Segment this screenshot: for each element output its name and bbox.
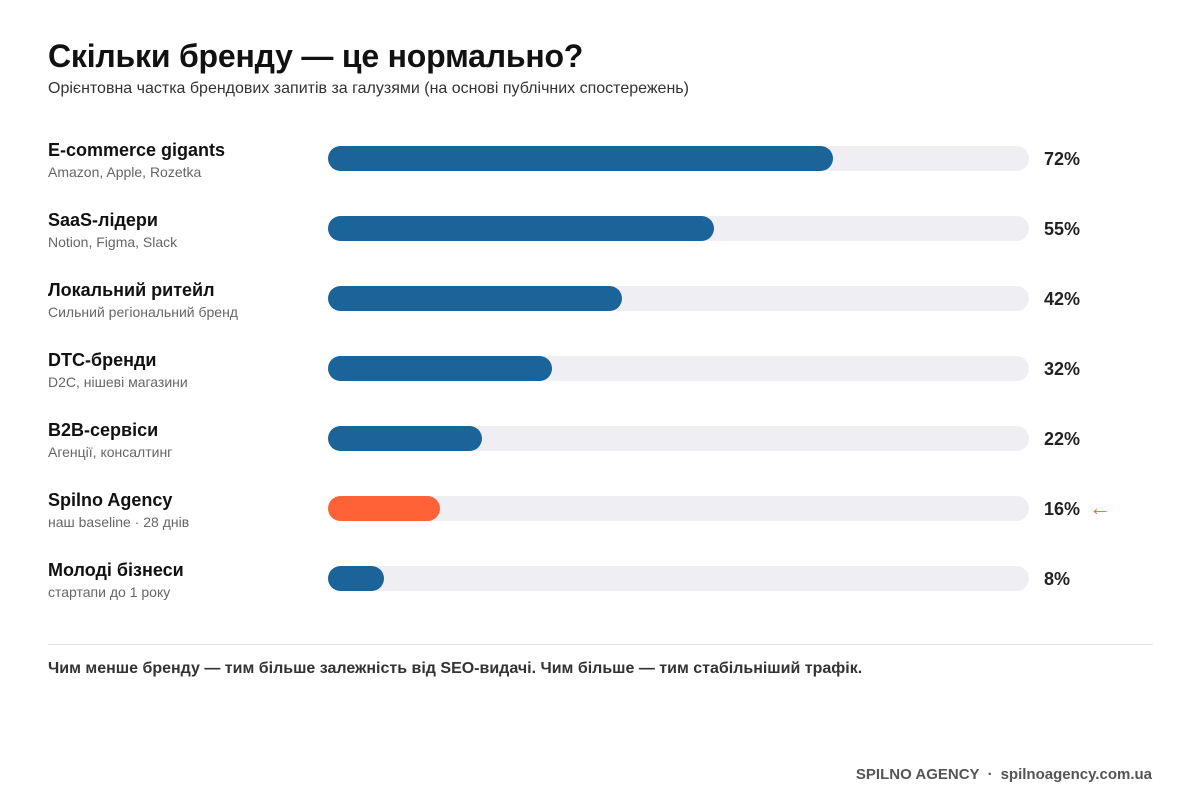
value-label: 72% [1044, 149, 1081, 169]
footer-brand: SPILNO AGENCY [855, 766, 980, 783]
category-label: Молоді бізнеси [48, 560, 184, 580]
bar-track [328, 146, 1029, 171]
bar [328, 356, 552, 381]
value-label: 32% [1044, 359, 1081, 379]
bar [328, 566, 384, 591]
category-sublabel: Amazon, Apple, Rozetka [48, 164, 202, 180]
chart-row: B2B-сервіси Агенції, консалтинг 22% [0, 420, 1200, 470]
category-label: SaaS-лідери [48, 210, 158, 230]
category-sublabel: Notion, Figma, Slack [48, 234, 178, 250]
bar-track [328, 216, 1029, 241]
category-sublabel: Сильний регіональний бренд [48, 304, 238, 320]
footer-site-link[interactable]: spilnoagency.com.ua [1000, 766, 1152, 783]
bar [328, 426, 482, 451]
bar-track [328, 566, 1029, 591]
bar-track [328, 496, 1029, 521]
arrow-left-icon: ← [1089, 495, 1111, 520]
bar [328, 286, 622, 311]
chart-row: Spilno Agency наш baseline · 28 днів 16% ← [0, 490, 1200, 540]
category-sublabel: стартапи до 1 року [48, 584, 171, 600]
category-label: DTC-бренди [48, 350, 157, 370]
footer-separator: · [987, 766, 993, 783]
value-label: 8% [1044, 569, 1071, 589]
value-label: 22% [1044, 429, 1081, 449]
chart-row: Локальний ритейл Сильний регіональний бре… [0, 280, 1200, 330]
chart-title: Скільки бренду — це нормально? [48, 38, 584, 74]
value-label: 55% [1044, 219, 1081, 239]
category-sublabel: D2C, нішеві магазини [48, 374, 188, 390]
value-label: 16% [1044, 499, 1081, 519]
bar-track [328, 426, 1029, 451]
chart-row: DTC-бренди D2C, нішеві магазини 32% [0, 350, 1200, 400]
footer-note: Чим менше бренду — тим більше залежність… [48, 660, 863, 677]
category-label: Локальний ритейл [48, 280, 215, 300]
category-sublabel: наш baseline · 28 днів [48, 514, 190, 530]
bar [328, 146, 833, 171]
chart-row: Молоді бізнеси стартапи до 1 року 8% [0, 560, 1200, 610]
category-sublabel: Агенції, консалтинг [48, 444, 173, 460]
bar-track [328, 356, 1029, 381]
value-label: 42% [1044, 289, 1081, 309]
category-label: Spilno Agency [48, 490, 173, 510]
chart-subtitle: Орієнтовна частка брендових запитів за г… [48, 80, 689, 97]
category-label: B2B-сервіси [48, 420, 159, 440]
chart-row: SaaS-лідери Notion, Figma, Slack 55% [0, 210, 1200, 260]
bar-track [328, 286, 1029, 311]
chart-row: E-commerce gigants Amazon, Apple, Rozetka… [0, 140, 1200, 190]
divider [48, 644, 1153, 645]
bar [328, 216, 714, 241]
category-label: E-commerce gigants [48, 140, 226, 160]
footer-credit: SPILNO AGENCY · spilnoagency.com.ua [856, 766, 1152, 783]
highlight-bar [328, 496, 440, 521]
